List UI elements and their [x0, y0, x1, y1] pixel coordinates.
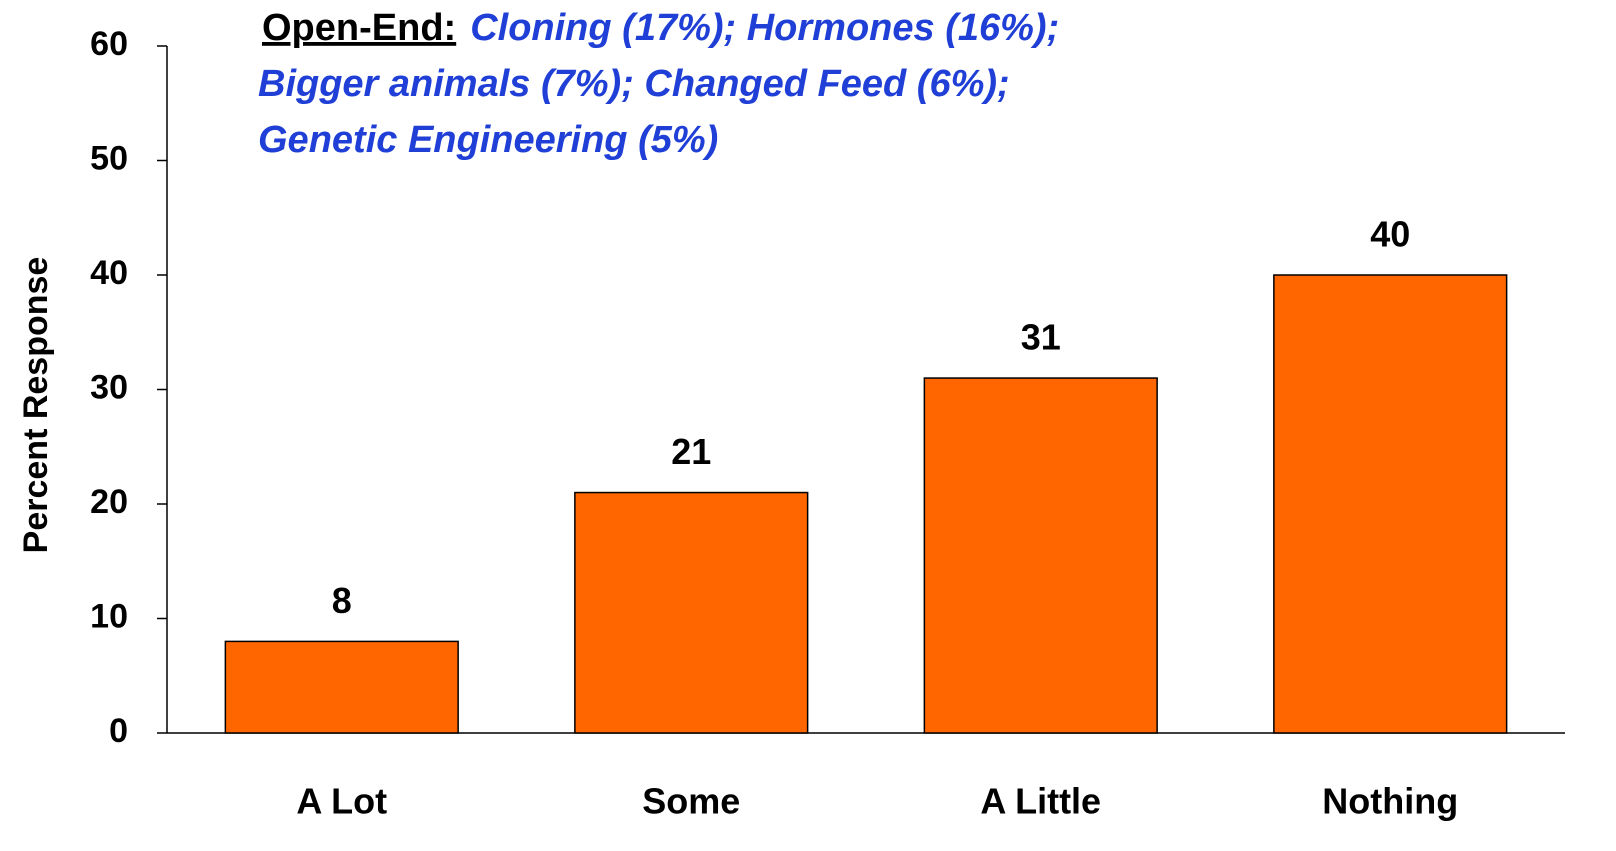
annotation: Open-End: Cloning (17%); Hormones (16%); B… [258, 7, 1059, 161]
value-label: 8 [332, 580, 352, 621]
x-tick-label: A Little [980, 781, 1101, 822]
annotation-line: Genetic Engineering (5%) [258, 119, 718, 161]
y-tick-label: 20 [90, 483, 128, 521]
y-tick-label: 10 [90, 597, 128, 635]
x-tick-label: Nothing [1322, 781, 1458, 822]
bar [923, 377, 1158, 734]
bar [1273, 274, 1508, 734]
x-tick-label: A Lot [296, 781, 387, 822]
x-tick-label: Some [642, 781, 740, 822]
bar [224, 640, 459, 734]
y-tick-label: 30 [90, 368, 128, 406]
y-tick-label: 40 [90, 254, 128, 292]
value-label: 40 [1370, 214, 1410, 255]
y-tick-label: 50 [90, 139, 128, 177]
y-tick-label: 60 [90, 25, 128, 63]
annotation-line: Bigger animals (7%); Changed Feed (6%); [258, 63, 1010, 105]
bar [574, 491, 809, 734]
value-label: 31 [1021, 317, 1061, 358]
y-tick-label: 0 [109, 712, 128, 750]
annotation-label: Open-End: [262, 7, 456, 49]
y-axis-label: Percent Response [17, 257, 55, 554]
annotation-line: Cloning (17%); Hormones (16%); [470, 7, 1059, 49]
value-label: 21 [671, 431, 711, 472]
